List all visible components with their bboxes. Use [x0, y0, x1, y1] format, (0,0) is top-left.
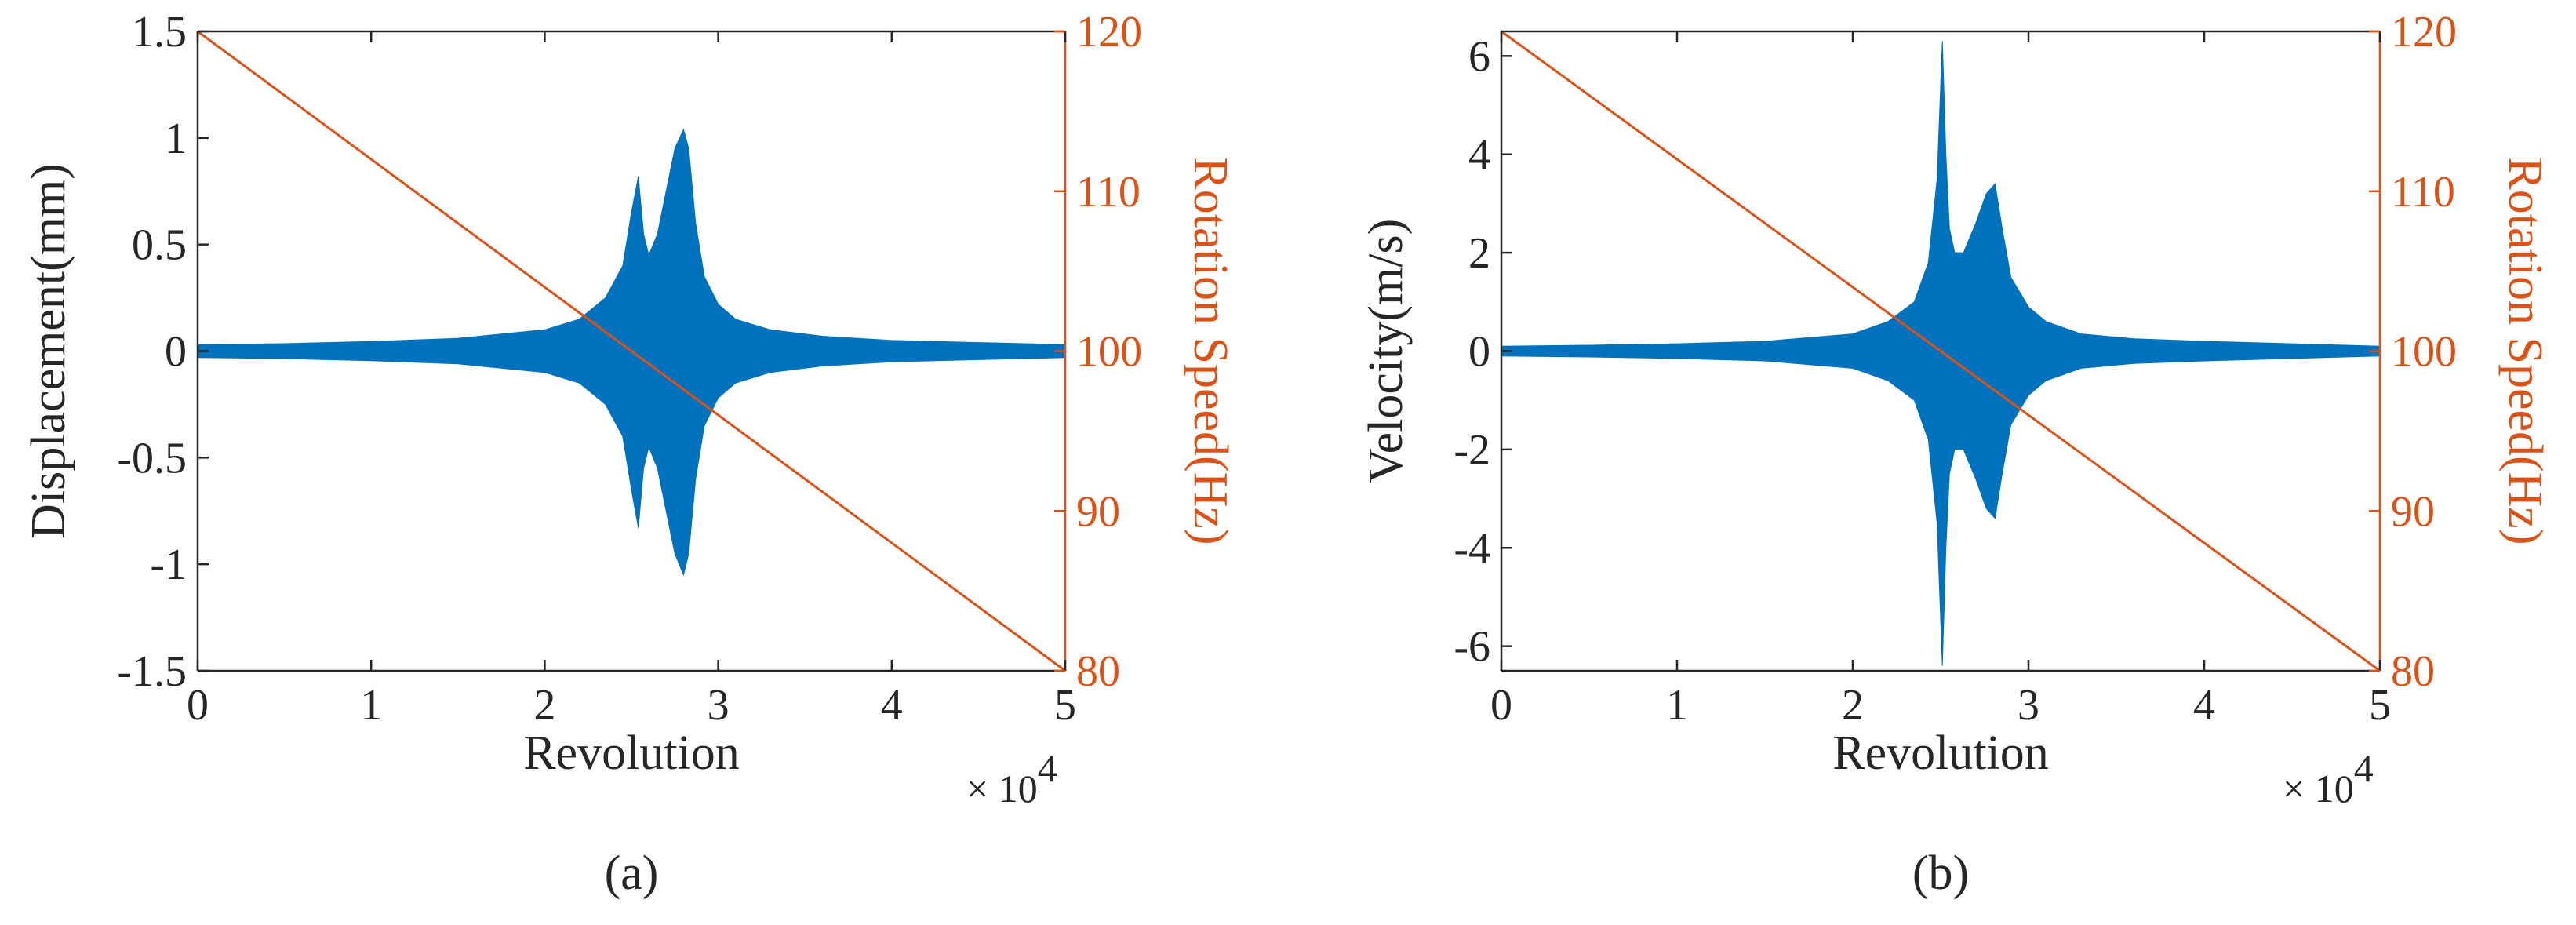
- x-tick-label: 2: [533, 681, 555, 730]
- x-tick-label: 5: [1054, 681, 1076, 730]
- chart-a: 0 1 2 3 4 5 -1.5 -1 -0.5 0 0.5 1 1.5 80 90 100 110 120 Rev…: [22, 8, 1237, 900]
- x-tick-label: 3: [708, 681, 730, 730]
- chart-b: 0 1 2 3 4 5 -6 -4 -2 0 2 4 6 80 90 100 110 120 Revolution V…: [1359, 8, 2552, 900]
- y-tick-label: 2: [1468, 229, 1490, 278]
- x-tick-label: 5: [2369, 681, 2391, 730]
- x-exponent-power: 4: [1038, 746, 1057, 790]
- x-exponent-base: × 10: [2283, 767, 2354, 810]
- x-axis-label: Revolution: [1832, 727, 2049, 780]
- y-tick-label: 6: [1468, 32, 1490, 81]
- x-tick-label: 2: [1842, 681, 1864, 730]
- y-tick-label: 0.5: [132, 221, 187, 270]
- y-right-tick-label: 120: [1076, 8, 1142, 56]
- y-axis-label: Displacement(mm): [22, 163, 75, 539]
- x-exponent-power: 4: [2354, 746, 2374, 790]
- x-tick-label: 1: [360, 681, 382, 730]
- y-right-axis-label: Rotation Speed(Hz): [2498, 157, 2552, 544]
- y-right-tick-label: 100: [2391, 328, 2457, 377]
- y-right-tick-label: 100: [1076, 328, 1142, 377]
- x-axis-label: Revolution: [523, 727, 740, 780]
- chart-caption: (b): [1912, 847, 1969, 900]
- x-tick-label: 0: [187, 681, 209, 730]
- x-tick-label: 4: [2193, 681, 2215, 730]
- y-tick-label: -4: [1454, 524, 1490, 573]
- x-exponent-base: × 10: [966, 767, 1038, 810]
- series-rotation-speed-line: [1501, 30, 2381, 672]
- x-tick-label: 1: [1666, 681, 1688, 730]
- chart-caption: (a): [605, 847, 659, 900]
- y-tick-label: -0.5: [117, 434, 187, 483]
- x-tick-label: 3: [2018, 681, 2039, 730]
- y-tick-label: -1: [150, 541, 187, 589]
- series-rotation-speed-line: [197, 30, 1066, 672]
- x-exponent-label: × 104: [966, 746, 1057, 810]
- y-tick-label: 0: [165, 328, 187, 377]
- x-exponent-label: × 104: [2283, 746, 2374, 810]
- y-right-tick-label: 80: [2391, 647, 2435, 696]
- x-tick-label: 0: [1490, 681, 1512, 730]
- y-right-tick-label: 90: [2391, 487, 2435, 536]
- y-tick-label: 4: [1468, 131, 1490, 180]
- y-axis-label: Velocity(m/s): [1359, 219, 1413, 484]
- y-right-tick-label: 110: [1076, 168, 1141, 217]
- y-right-tick-label: 80: [1076, 647, 1120, 696]
- y-tick-label: -6: [1454, 623, 1490, 672]
- x-tick-label: 4: [881, 681, 903, 730]
- y-right-axis-label: Rotation Speed(Hz): [1184, 157, 1237, 544]
- y-tick-label: 0: [1468, 328, 1490, 377]
- y-tick-label: 1.5: [132, 8, 187, 56]
- y-right-tick-label: 90: [1076, 487, 1120, 536]
- y-right-tick-label: 120: [2391, 8, 2457, 56]
- y-tick-label: -1.5: [117, 647, 187, 696]
- y-tick-label: -2: [1454, 426, 1490, 475]
- y-tick-label: 1: [165, 115, 187, 163]
- y-right-tick-label: 110: [2391, 168, 2455, 217]
